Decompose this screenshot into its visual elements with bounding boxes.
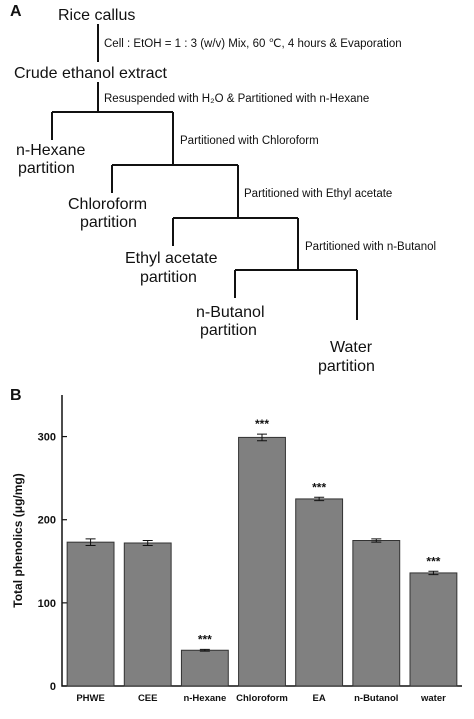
node-label: Water bbox=[330, 339, 373, 356]
y-tick-label: 200 bbox=[38, 515, 56, 527]
node-label: Chloroform bbox=[68, 196, 147, 213]
node-label: partition bbox=[200, 322, 257, 339]
bar bbox=[352, 540, 401, 687]
bar bbox=[238, 436, 286, 687]
connector bbox=[51, 82, 174, 165]
x-tick-label: CEE bbox=[138, 693, 158, 704]
x-tick-label: EA bbox=[313, 693, 326, 704]
connector bbox=[234, 269, 358, 320]
x-tick-label: n-Butanol bbox=[354, 693, 398, 704]
y-tick-label: 0 bbox=[50, 681, 56, 693]
y-axis-label: Total phenolics (μg/mg) bbox=[11, 473, 25, 607]
bar bbox=[66, 541, 115, 687]
significance-label: *** bbox=[426, 554, 440, 568]
significance-label: *** bbox=[312, 480, 326, 494]
node-label: partition bbox=[80, 214, 137, 231]
bar bbox=[409, 572, 458, 687]
connector bbox=[111, 164, 239, 218]
node-label: n-Butanol bbox=[196, 304, 265, 321]
connector bbox=[172, 217, 299, 270]
bar bbox=[123, 542, 172, 687]
node-label: n-Hexane bbox=[16, 142, 85, 159]
node-label: partition bbox=[318, 358, 375, 375]
x-tick-label: Chloroform bbox=[236, 693, 288, 704]
error-bar bbox=[85, 538, 96, 546]
edge-label: Partitioned with Chloroform bbox=[180, 135, 319, 147]
x-tick-label: PHWE bbox=[76, 693, 105, 704]
x-tick-label: water bbox=[420, 693, 446, 704]
bar bbox=[180, 649, 229, 687]
node-label: Crude ethanol extract bbox=[14, 65, 168, 82]
edge-label: Resuspended with H₂O & Partitioned with … bbox=[104, 93, 369, 105]
error-bar bbox=[428, 570, 439, 576]
edge-label: Partitioned with Ethyl acetate bbox=[244, 188, 392, 200]
error-bar bbox=[142, 540, 153, 546]
y-tick-label: 300 bbox=[38, 432, 56, 444]
edge-label: Partitioned with n-Butanol bbox=[305, 241, 436, 253]
error-bar bbox=[314, 496, 325, 502]
bar bbox=[295, 498, 344, 687]
node-label: partition bbox=[18, 160, 75, 177]
error-bar bbox=[257, 433, 267, 442]
x-tick-label: n-Hexane bbox=[183, 693, 226, 704]
significance-label: *** bbox=[198, 632, 212, 646]
node-label: Ethyl acetate bbox=[125, 250, 218, 267]
tree-lines bbox=[51, 24, 358, 320]
panel-label: A bbox=[10, 3, 22, 20]
y-tick-label: 100 bbox=[38, 598, 56, 610]
error-bar bbox=[199, 648, 210, 652]
edge-label: Cell : EtOH = 1 : 3 (w/v) Mix, 60 ℃, 4 h… bbox=[104, 38, 402, 50]
node-label: Rice callus bbox=[58, 7, 135, 24]
panel-label: B bbox=[10, 387, 22, 404]
node-label: partition bbox=[140, 269, 197, 286]
significance-label: *** bbox=[255, 417, 269, 431]
error-bar bbox=[371, 538, 382, 543]
